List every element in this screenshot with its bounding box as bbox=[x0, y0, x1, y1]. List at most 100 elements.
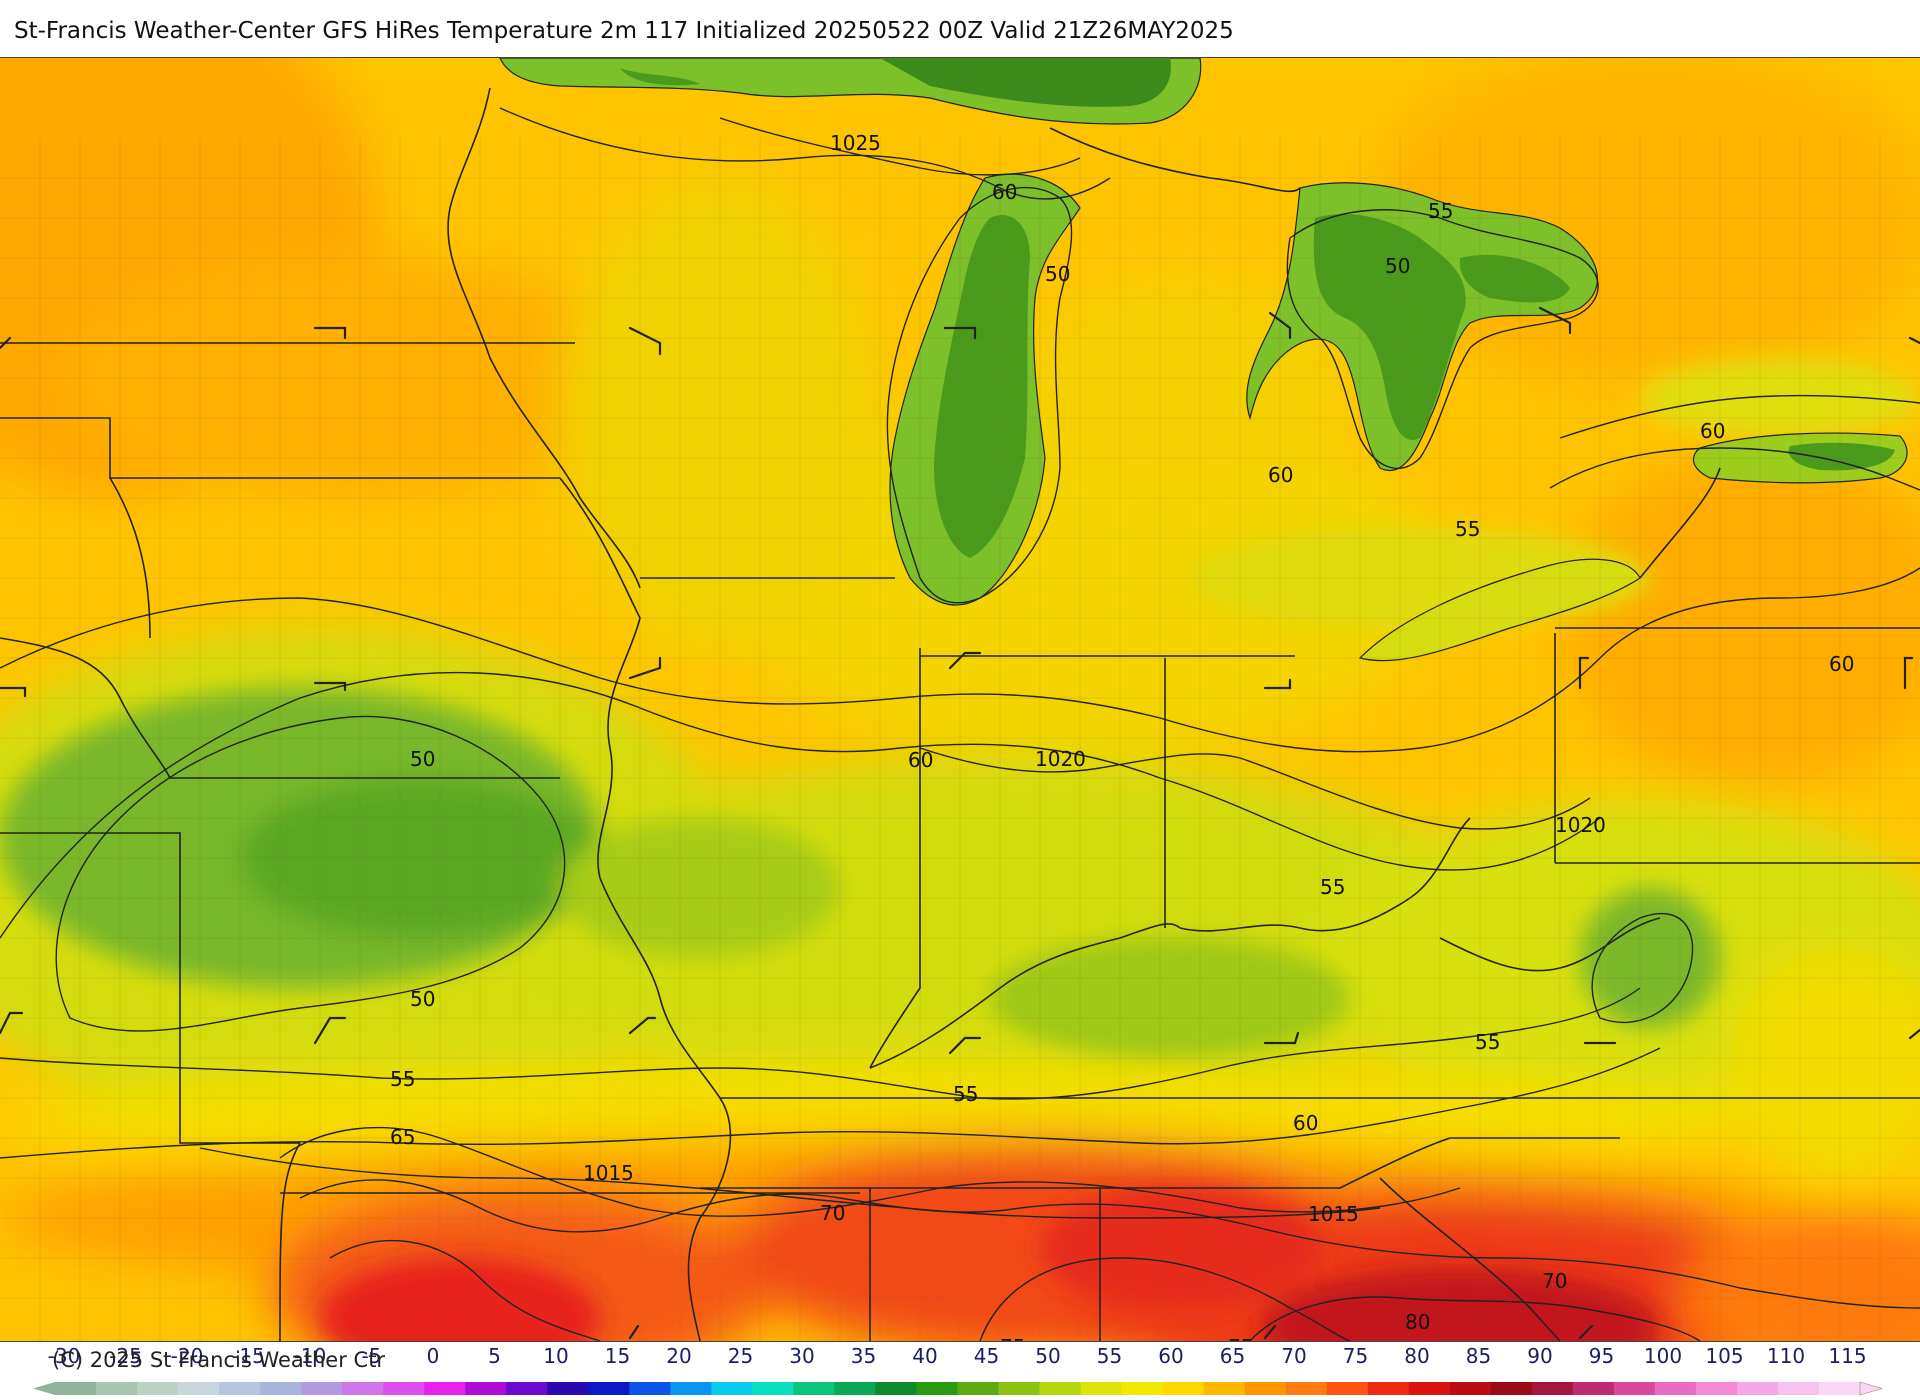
contour-label: 1020 bbox=[1555, 813, 1606, 837]
legend-color-swatch bbox=[1818, 1382, 1861, 1395]
contour-label: 60 bbox=[1829, 652, 1854, 676]
legend-color-swatch bbox=[998, 1382, 1041, 1395]
legend-color-swatch bbox=[1080, 1382, 1123, 1395]
legend-color-swatch bbox=[1367, 1382, 1410, 1395]
red-core-alabama bbox=[1040, 1188, 1320, 1308]
legend-color-swatch bbox=[957, 1382, 1000, 1395]
wind-barbs bbox=[0, 306, 1920, 1340]
temperature-map: 60 50 50 60 55 1025 60 1020 60 55 50 50 … bbox=[0, 57, 1920, 1342]
legend-color-swatch bbox=[96, 1382, 138, 1395]
legend-color-swatch bbox=[1408, 1382, 1451, 1395]
legend-tick-label: 105 bbox=[1705, 1344, 1743, 1368]
contour-label: 80 bbox=[1405, 1310, 1430, 1334]
copyright-text: (C) 2025 St Francis Weather Ctr bbox=[52, 1348, 386, 1372]
legend-color-swatch bbox=[793, 1382, 835, 1395]
contour-label: 55 bbox=[1428, 199, 1453, 223]
border-sd-ia bbox=[0, 417, 560, 479]
legend-color-swatch bbox=[834, 1382, 876, 1395]
legend-tick-label: 30 bbox=[789, 1344, 814, 1368]
warm-east bbox=[1560, 448, 1920, 788]
legend-color-swatch bbox=[137, 1382, 179, 1395]
contour-lines bbox=[0, 107, 1920, 1341]
legend-tick-label: 0 bbox=[427, 1344, 440, 1368]
contour-label: 60 bbox=[1268, 463, 1293, 487]
legend-tick-label: 55 bbox=[1097, 1344, 1122, 1368]
legend-color-swatch bbox=[752, 1382, 794, 1395]
border-oh-wv bbox=[1179, 817, 1471, 932]
border-tn-south bbox=[700, 1137, 1620, 1189]
isotherm-60-mid bbox=[0, 567, 1920, 753]
legend-color-swatch bbox=[1531, 1382, 1574, 1395]
border-mn-wi bbox=[447, 87, 641, 589]
legend-color-swatch bbox=[1203, 1382, 1246, 1395]
legend-tick-label: -10 bbox=[294, 1344, 327, 1368]
border-wv-va bbox=[1439, 917, 1661, 972]
legend-color-swatch bbox=[1285, 1382, 1328, 1395]
contour-label: 60 bbox=[1700, 419, 1725, 443]
yellow-south-band bbox=[0, 1058, 1800, 1178]
legend-color-swatch bbox=[1449, 1382, 1492, 1395]
border-in-ky bbox=[869, 923, 1181, 1069]
isotherm-50-huron bbox=[1286, 209, 1599, 469]
legend-color-swatch bbox=[1654, 1382, 1697, 1395]
legend-tick-label: 50 bbox=[1035, 1344, 1060, 1368]
legend-tick-label: 110 bbox=[1767, 1344, 1805, 1368]
legend-tick-label: 45 bbox=[974, 1344, 999, 1368]
legend-tick-label: 100 bbox=[1644, 1344, 1682, 1368]
contour-label: 50 bbox=[1385, 254, 1410, 278]
isotherm-75-a bbox=[329, 1239, 601, 1341]
isotherm-50-michigan bbox=[886, 186, 1073, 604]
legend-color-swatch bbox=[1572, 1382, 1615, 1395]
contour-label: 1025 bbox=[830, 131, 881, 155]
isotherm-60-north bbox=[719, 117, 1081, 176]
contour-label: 55 bbox=[390, 1067, 415, 1091]
legend-tick-label: 10 bbox=[543, 1344, 568, 1368]
isotherm-75-b bbox=[979, 1257, 1351, 1341]
legend-color-swatch bbox=[1121, 1382, 1164, 1395]
legend-tick-label: 20 bbox=[666, 1344, 691, 1368]
green-illinois bbox=[560, 818, 840, 958]
legend-tick-label: 65 bbox=[1220, 1344, 1245, 1368]
legend-tick-label: 80 bbox=[1404, 1344, 1429, 1368]
isotherm-50-west bbox=[55, 715, 566, 1032]
legend-color-swatch bbox=[1039, 1382, 1082, 1395]
green-appalachia bbox=[1580, 888, 1720, 1028]
legend-tick-label: -30 bbox=[48, 1344, 81, 1368]
dark-red-georgia bbox=[1260, 1268, 1660, 1341]
legend-color-swatch bbox=[424, 1382, 466, 1395]
contour-label: 50 bbox=[410, 747, 435, 771]
legend-color-swatch bbox=[383, 1382, 425, 1395]
border-upper-mi bbox=[1049, 127, 1301, 193]
legend-color-swatch bbox=[916, 1382, 958, 1395]
border-ga-sc bbox=[1379, 1177, 1561, 1341]
contour-label: 60 bbox=[1293, 1111, 1318, 1135]
legend-tick-label: 25 bbox=[728, 1344, 753, 1368]
legend-tick-label: 35 bbox=[851, 1344, 876, 1368]
contour-label: 50 bbox=[410, 987, 435, 1011]
legend-color-swatch bbox=[1326, 1382, 1369, 1395]
legend-tick-label: 85 bbox=[1466, 1344, 1491, 1368]
isotherm-55-north bbox=[0, 671, 1601, 939]
border-mo-il-east bbox=[109, 477, 151, 639]
legend-color-swatch bbox=[1695, 1382, 1738, 1395]
legend-color-swatch bbox=[875, 1382, 917, 1395]
contour-label: 60 bbox=[992, 180, 1017, 204]
isotherm-appalachia bbox=[1591, 912, 1694, 1023]
legend-tick-label: 75 bbox=[1343, 1344, 1368, 1368]
legend-color-swatch bbox=[55, 1382, 97, 1395]
contour-label: 70 bbox=[820, 1201, 845, 1225]
contour-label: 1015 bbox=[583, 1161, 634, 1185]
color-legend: -30 -25 -20 -15 -10 -5 0 5 10 15 20 25 30 35 40 45 50 55 6… bbox=[33, 1344, 1884, 1396]
isotherm-55-east bbox=[1549, 447, 1920, 491]
legend-color-swatch bbox=[547, 1382, 589, 1395]
contour-label: 65 bbox=[390, 1125, 415, 1149]
contour-label: 1020 bbox=[1035, 747, 1086, 771]
legend-color-swatch bbox=[301, 1382, 343, 1395]
county-grid bbox=[0, 138, 1920, 1341]
chart-title: St-Francis Weather-Center GFS HiRes Temp… bbox=[14, 18, 1234, 44]
legend-color-swatch bbox=[711, 1382, 753, 1395]
isobar-1015 bbox=[199, 1147, 1381, 1219]
isotherm-55-central bbox=[0, 987, 1641, 1100]
isotherm-65 bbox=[279, 1126, 1461, 1217]
legend-color-swatch bbox=[1162, 1382, 1205, 1395]
